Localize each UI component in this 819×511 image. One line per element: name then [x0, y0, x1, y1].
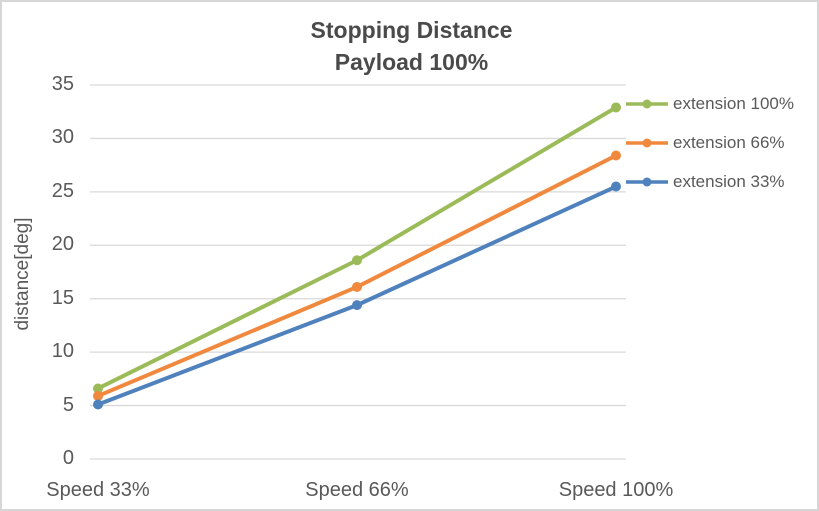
legend-line-marker-swatch — [626, 138, 668, 148]
y-tick-label: 20 — [51, 233, 74, 256]
y-tick-label: 10 — [51, 340, 74, 363]
legend-item: extension 33% — [624, 172, 785, 192]
data-point-marker — [352, 300, 362, 311]
data-point-marker — [93, 399, 103, 410]
legend-item: extension 66% — [624, 133, 785, 153]
chart-title-line2: Payload 100% — [334, 49, 489, 75]
legend-swatch-marker — [642, 177, 652, 187]
series-line-extension-100- — [96, 105, 618, 391]
y-tick-label: 15 — [51, 286, 74, 309]
data-point-marker — [352, 281, 362, 292]
series-line-extension-33- — [96, 184, 618, 407]
data-point-marker — [611, 150, 621, 161]
data-point-marker — [93, 390, 103, 401]
x-axis-label: Speed 33% — [46, 479, 150, 501]
x-axis-label: Speed 100% — [558, 479, 674, 501]
data-point-marker — [611, 102, 621, 113]
y-tick-label: 25 — [51, 179, 74, 202]
legend-line-marker-swatch — [626, 177, 668, 187]
legend-swatch-marker — [642, 138, 652, 148]
legend-line-marker-swatch — [626, 99, 668, 109]
data-point-marker — [352, 255, 362, 266]
data-point-marker — [611, 181, 621, 192]
data-point-marker — [93, 383, 103, 394]
chart-title-line1: Stopping Distance — [310, 17, 513, 43]
legend-label: extension 33% — [673, 172, 785, 191]
y-tick-label: 0 — [62, 447, 74, 469]
y-tick-label: 5 — [62, 393, 74, 416]
chart-title: Stopping Distance Payload 100% — [2, 14, 817, 78]
legend-swatch-marker — [642, 99, 652, 109]
legend-label: extension 66% — [673, 133, 785, 152]
legend-item: extension 100% — [624, 94, 794, 114]
y-tick-label: 35 — [51, 73, 74, 95]
x-axis-label: Speed 66% — [305, 479, 409, 501]
y-tick-label: 30 — [51, 126, 74, 149]
legend-label: extension 100% — [673, 94, 794, 113]
